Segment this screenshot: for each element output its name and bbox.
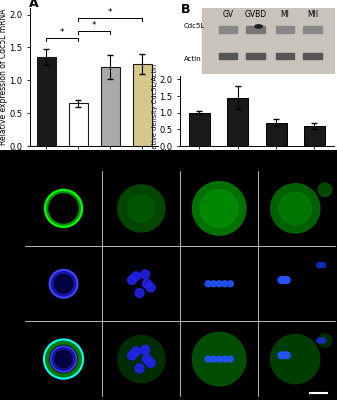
- Circle shape: [222, 356, 228, 362]
- Text: GVBD: GVBD: [245, 10, 267, 19]
- Circle shape: [318, 183, 332, 196]
- Bar: [276, 53, 294, 60]
- Circle shape: [146, 358, 155, 367]
- Text: MI: MI: [280, 10, 289, 19]
- Circle shape: [271, 334, 320, 384]
- Circle shape: [317, 262, 322, 268]
- Bar: [246, 53, 265, 60]
- Y-axis label: Relative density Cdc5L/Actin: Relative density Cdc5L/Actin: [152, 64, 158, 158]
- Bar: [303, 26, 321, 33]
- Text: GVBD: GVBD: [128, 156, 154, 165]
- Circle shape: [135, 364, 144, 373]
- Circle shape: [55, 350, 72, 368]
- Circle shape: [205, 281, 211, 287]
- Circle shape: [201, 190, 238, 227]
- Circle shape: [50, 270, 78, 298]
- Text: Actin: Actin: [184, 56, 201, 62]
- Bar: [219, 53, 237, 60]
- Circle shape: [271, 184, 320, 233]
- Circle shape: [227, 281, 233, 287]
- Circle shape: [283, 352, 290, 359]
- Circle shape: [192, 182, 246, 235]
- Bar: [219, 26, 237, 33]
- Circle shape: [205, 356, 211, 362]
- Circle shape: [216, 281, 222, 287]
- Bar: [227, 98, 248, 146]
- Circle shape: [118, 336, 165, 383]
- Circle shape: [211, 281, 217, 287]
- Circle shape: [135, 288, 144, 298]
- Text: A: A: [29, 0, 38, 10]
- Text: Cdc5L: Cdc5L: [8, 197, 17, 220]
- Text: *: *: [108, 8, 113, 17]
- Text: C: C: [2, 154, 11, 167]
- Circle shape: [216, 356, 222, 362]
- Bar: [202, 8, 335, 74]
- Circle shape: [118, 185, 165, 232]
- Circle shape: [278, 352, 285, 359]
- Bar: [101, 67, 120, 146]
- Text: B: B: [180, 3, 190, 16]
- Circle shape: [279, 192, 311, 224]
- Text: Merge: Merge: [8, 347, 17, 371]
- Bar: [304, 126, 325, 146]
- Bar: [303, 53, 321, 60]
- Circle shape: [317, 338, 322, 343]
- Circle shape: [281, 352, 287, 359]
- Circle shape: [128, 351, 136, 360]
- Circle shape: [278, 277, 285, 283]
- Circle shape: [141, 345, 150, 354]
- Text: GV: GV: [222, 10, 234, 19]
- Circle shape: [146, 283, 155, 292]
- Circle shape: [128, 195, 155, 222]
- Text: GV: GV: [57, 156, 70, 165]
- Text: Cdc5L: Cdc5L: [184, 23, 205, 29]
- Circle shape: [131, 272, 140, 281]
- Circle shape: [227, 356, 233, 362]
- Circle shape: [320, 262, 326, 268]
- Circle shape: [131, 347, 140, 356]
- Circle shape: [318, 334, 332, 347]
- Bar: [189, 113, 210, 146]
- Circle shape: [283, 277, 290, 283]
- Text: *: *: [60, 28, 65, 37]
- Text: DAPI: DAPI: [8, 275, 17, 293]
- Circle shape: [320, 338, 326, 343]
- Circle shape: [44, 340, 83, 379]
- Circle shape: [45, 190, 82, 227]
- Circle shape: [222, 281, 228, 287]
- Circle shape: [141, 270, 150, 279]
- Bar: [37, 57, 56, 146]
- Circle shape: [49, 194, 78, 223]
- Circle shape: [255, 25, 263, 28]
- Circle shape: [211, 356, 217, 362]
- Circle shape: [50, 346, 77, 373]
- Text: MII: MII: [307, 10, 318, 19]
- Circle shape: [54, 274, 73, 293]
- Circle shape: [143, 279, 151, 288]
- Bar: [69, 103, 88, 146]
- Circle shape: [281, 277, 287, 283]
- Bar: [246, 26, 265, 33]
- Bar: [276, 26, 294, 33]
- Text: MII: MII: [290, 156, 304, 165]
- Circle shape: [192, 332, 246, 386]
- Circle shape: [51, 346, 76, 372]
- Bar: [266, 123, 287, 146]
- Circle shape: [128, 276, 136, 284]
- Text: MI: MI: [214, 156, 224, 165]
- Circle shape: [143, 355, 151, 364]
- Y-axis label: Relative expression of Cdc5L mRNA: Relative expression of Cdc5L mRNA: [0, 9, 8, 145]
- Text: *: *: [92, 21, 97, 30]
- Bar: [133, 64, 152, 146]
